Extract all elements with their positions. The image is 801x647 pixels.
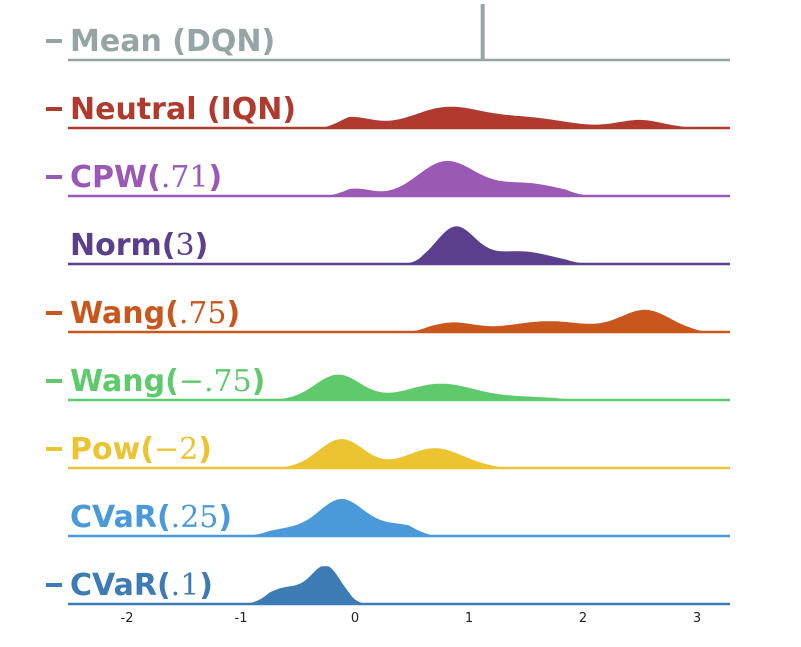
series-label: Mean (DQN) <box>70 24 275 59</box>
x-tick-label: 1 <box>465 611 473 626</box>
ridge-row: Norm(3) <box>68 226 730 266</box>
series-label: CVaR(.1) <box>70 568 213 603</box>
series-label: Wang(.75) <box>70 296 240 331</box>
label-main: Wang( <box>70 296 179 331</box>
density-area <box>241 566 378 604</box>
series-label: Wang(−.75) <box>70 364 265 399</box>
label-close: ) <box>227 296 241 331</box>
ridge-row: Pow(−2) <box>46 432 730 470</box>
label-arg: −.75 <box>179 364 252 399</box>
ridge-row: Neutral (IQN) <box>46 92 730 130</box>
label-main: CVaR( <box>70 500 171 535</box>
label-close: ) <box>209 160 223 195</box>
label-arg: .71 <box>161 160 209 195</box>
x-tick-label: 0 <box>351 611 359 626</box>
label-close: ) <box>218 500 232 535</box>
label-close: ) <box>198 432 212 467</box>
x-tick-label: -2 <box>121 611 134 626</box>
series-label: Norm(3) <box>70 228 208 263</box>
x-tick-label: 2 <box>579 611 587 626</box>
density-area <box>241 499 438 536</box>
label-close: ) <box>199 568 213 603</box>
label-close: ) <box>195 228 209 263</box>
label-arg: 3 <box>175 228 194 263</box>
label-main: Neutral (IQN) <box>70 92 296 127</box>
density-area <box>263 439 521 468</box>
label-main: Mean (DQN) <box>70 24 275 59</box>
density-area <box>320 106 720 128</box>
density-area <box>394 226 595 264</box>
x-tick-label: 3 <box>693 611 701 626</box>
x-tick-label: -1 <box>235 611 248 626</box>
series-label: Pow(−2) <box>70 432 212 467</box>
label-arg: .25 <box>171 500 219 535</box>
series-label: CPW(.71) <box>70 160 222 195</box>
density-area <box>218 374 583 400</box>
ridge-row: Mean (DQN) <box>46 4 730 62</box>
label-arg: −2 <box>154 432 198 467</box>
ridge-row: Wang(.75) <box>46 296 730 334</box>
series-label: Neutral (IQN) <box>70 92 296 127</box>
series-label: CVaR(.25) <box>70 500 232 535</box>
density-area <box>320 160 595 196</box>
ridge-row: CVaR(.1) <box>46 566 730 606</box>
ridge-row: Wang(−.75) <box>46 364 730 402</box>
label-main: CPW( <box>70 160 161 195</box>
label-main: Wang( <box>70 364 179 399</box>
label-main: CVaR( <box>70 568 171 603</box>
label-main: Pow( <box>70 432 154 467</box>
ridge-row: CVaR(.25) <box>68 499 730 538</box>
ridge-row: CPW(.71) <box>46 160 730 198</box>
label-arg: .1 <box>171 568 200 603</box>
label-main: Norm( <box>70 228 175 263</box>
label-arg: .75 <box>179 296 227 331</box>
density-area <box>400 309 720 332</box>
label-close: ) <box>252 364 266 399</box>
